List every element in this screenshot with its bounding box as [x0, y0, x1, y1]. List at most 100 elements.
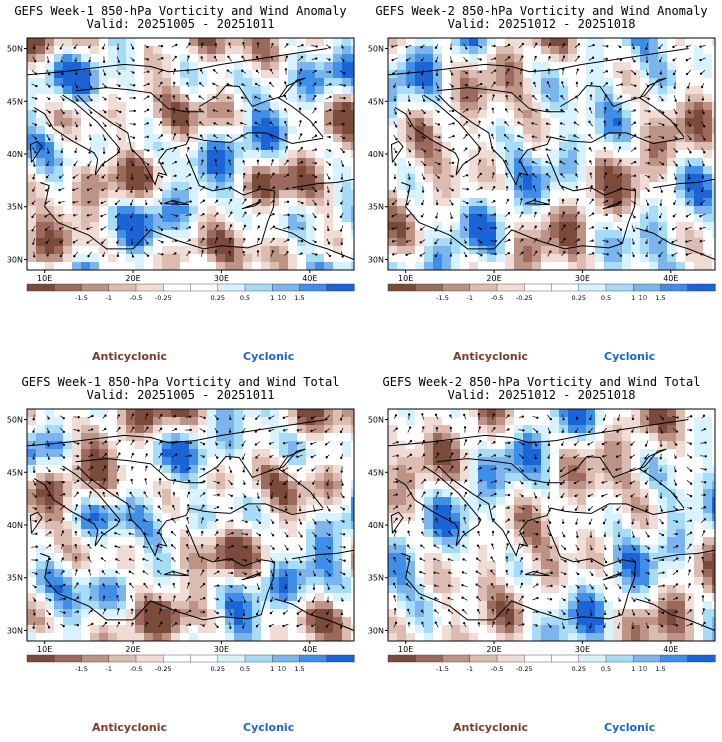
vorticity-cell: [108, 457, 118, 466]
vorticity-cell: [306, 577, 316, 586]
vorticity-cell: [712, 102, 716, 111]
vorticity-cell: [36, 561, 46, 570]
vorticity-cell: [279, 190, 289, 199]
wind-vector-head: [228, 250, 231, 254]
wind-vector-head: [549, 250, 552, 253]
vorticity-cell: [90, 198, 100, 207]
vorticity-cell: [117, 134, 127, 143]
vorticity-cell: [216, 601, 226, 610]
vorticity-cell: [469, 230, 479, 239]
wind-vector-head: [300, 133, 303, 136]
wind-vector-head: [203, 416, 206, 420]
vorticity-cell: [703, 142, 713, 151]
vorticity-cell: [99, 86, 109, 95]
vorticity-cell: [324, 537, 334, 546]
wind-vector-head: [34, 110, 37, 113]
vorticity-cell: [297, 190, 307, 199]
vorticity-cell: [234, 585, 244, 594]
wind-vector-head: [591, 226, 594, 229]
vorticity-cell: [117, 126, 127, 135]
vorticity-cell: [568, 214, 578, 223]
wind-vector-head: [674, 177, 677, 180]
vorticity-cell: [243, 489, 253, 498]
vorticity-cell: [144, 545, 154, 554]
vorticity-cell: [144, 142, 154, 151]
vorticity-cell: [99, 561, 109, 570]
vorticity-cell: [550, 166, 560, 175]
vorticity-cell: [243, 246, 253, 255]
vorticity-cell: [469, 214, 479, 223]
wind-vector-head: [74, 150, 77, 154]
vorticity-cell: [36, 417, 46, 426]
vorticity-cell: [685, 102, 695, 111]
wind-vector-head: [434, 229, 437, 232]
wind-vector-head: [535, 238, 538, 241]
vorticity-cell: [351, 238, 355, 247]
colorbar-scale-label: 10: [638, 294, 647, 302]
vorticity-cell: [613, 230, 623, 239]
vorticity-cell: [261, 262, 271, 271]
vorticity-cell: [315, 481, 325, 490]
vorticity-cell: [568, 70, 578, 79]
vorticity-cell: [315, 38, 325, 47]
vorticity-cell: [324, 150, 334, 159]
vorticity-cell: [72, 441, 82, 450]
vorticity-cell: [333, 585, 343, 594]
vorticity-cell: [27, 174, 37, 183]
vorticity-cell: [532, 62, 542, 71]
vorticity-cell: [288, 198, 298, 207]
wind-vector-head: [229, 186, 232, 189]
vorticity-cell: [559, 46, 569, 55]
vorticity-cell: [469, 102, 479, 111]
wind-vector-head: [421, 86, 425, 89]
vorticity-cell: [99, 425, 109, 434]
wind-vector-head: [406, 59, 409, 62]
wind-vector-head: [394, 112, 397, 115]
vorticity-cell: [351, 118, 355, 127]
vorticity-cell: [324, 473, 334, 482]
wind-vector-head: [269, 121, 272, 124]
vorticity-cell: [72, 585, 82, 594]
wind-vector-head: [202, 225, 205, 228]
vorticity-cell: [207, 142, 217, 151]
vorticity-cell: [342, 529, 352, 538]
vorticity-cell: [324, 409, 334, 418]
vorticity-cell: [333, 198, 343, 207]
vorticity-cell: [63, 190, 73, 199]
vorticity-cell: [604, 182, 614, 191]
vorticity-cell: [451, 158, 461, 167]
vorticity-cell: [577, 110, 587, 119]
vorticity-cell: [685, 198, 695, 207]
vorticity-cell: [685, 206, 695, 215]
vorticity-cell: [523, 158, 533, 167]
vorticity-cell: [99, 617, 109, 626]
coastline: [26, 419, 328, 447]
wind-vector-head: [87, 201, 90, 204]
wind-vector-head: [465, 47, 468, 50]
vorticity-cell: [532, 182, 542, 191]
vorticity-cell: [424, 158, 434, 167]
vorticity-cell: [207, 457, 217, 466]
vorticity-cell: [54, 54, 64, 63]
vorticity-cell: [171, 110, 181, 119]
vorticity-cell: [595, 62, 605, 71]
vorticity-cell: [36, 126, 46, 135]
wind-vector-head: [449, 47, 453, 50]
vorticity-cell: [577, 262, 587, 271]
vorticity-cell: [640, 126, 650, 135]
vorticity-cell: [216, 577, 226, 586]
vorticity-cell: [333, 409, 343, 418]
vorticity-cell: [90, 166, 100, 175]
vorticity-cell: [27, 473, 37, 482]
vorticity-cell: [252, 561, 262, 570]
wind-vector-head: [90, 98, 93, 102]
vorticity-cell: [153, 54, 163, 63]
vorticity-cell: [27, 134, 37, 143]
vorticity-cell: [568, 102, 578, 111]
vorticity-cell: [306, 62, 316, 71]
vorticity-cell: [135, 513, 145, 522]
vorticity-cell: [541, 54, 551, 63]
vorticity-cell: [261, 78, 271, 87]
coastline: [401, 153, 637, 250]
wind-vector-head: [466, 96, 469, 99]
